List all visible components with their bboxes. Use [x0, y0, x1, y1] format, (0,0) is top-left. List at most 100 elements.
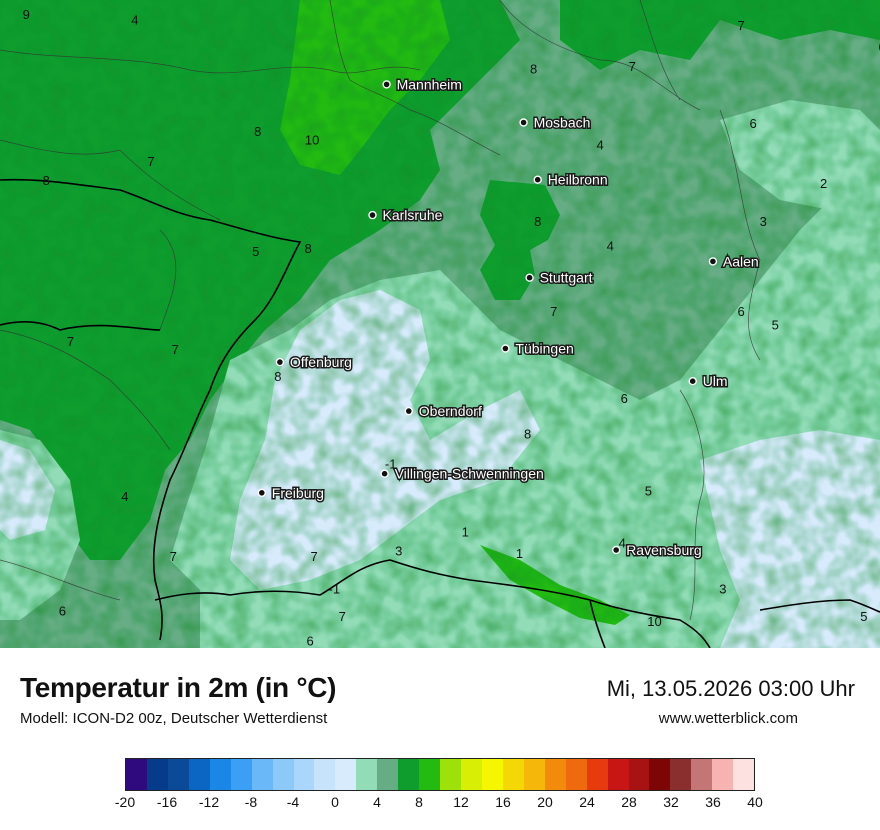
temperature-value-label: 7: [550, 304, 557, 319]
color-legend: [125, 758, 755, 791]
temperature-value-label: 6: [749, 116, 756, 131]
legend-swatch: [670, 759, 692, 790]
legend-swatch: [293, 759, 315, 790]
city-dot: [533, 175, 542, 184]
temperature-value-label: 7: [170, 549, 177, 564]
city-label: Ravensburg: [626, 542, 702, 558]
temperature-value-label: 5: [860, 609, 867, 624]
temperature-value-label: 10: [647, 614, 661, 629]
temperature-value-label: 1: [462, 524, 469, 539]
legend-tick-label: 24: [579, 794, 595, 810]
legend-swatch: [565, 759, 587, 790]
legend-swatch: [628, 759, 650, 790]
temperature-value-label: 7: [310, 549, 317, 564]
temperature-value-label: 6: [878, 40, 880, 55]
legend-swatch: [712, 759, 734, 790]
legend-swatch: [586, 759, 608, 790]
city-markers: Mannheim Mosbach Heilbronn Karlsruhe Aalen St…: [257, 75, 760, 560]
temperature-value-label: 8: [254, 124, 261, 139]
legend-tick-label: 40: [747, 794, 763, 810]
legend-swatch: [335, 759, 357, 790]
legend-swatch: [481, 759, 503, 790]
temperature-value-label: -1: [385, 456, 397, 471]
legend-swatch: [251, 759, 273, 790]
temperature-value-label: 5: [645, 484, 652, 499]
legend-swatch: [146, 759, 168, 790]
legend-swatch: [523, 759, 545, 790]
temperature-value-label: 9: [23, 7, 30, 22]
map-title: Temperatur in 2m (in °C): [20, 672, 337, 703]
temperature-value-label: 2: [820, 176, 827, 191]
legend-tick-label: 12: [453, 794, 469, 810]
temperature-value-label: 1: [516, 546, 523, 561]
website-link[interactable]: www.wetterblick.com: [658, 710, 798, 727]
temperature-value-label: 7: [629, 59, 636, 74]
temperature-value-label: 3: [395, 543, 402, 558]
temperature-value-label: 8: [524, 426, 531, 441]
legend-swatch: [209, 759, 231, 790]
legend-swatch: [126, 759, 147, 790]
temperature-value-label: -1: [329, 582, 341, 597]
state-borders: [0, 178, 880, 648]
city-label: Oberndorf: [419, 403, 482, 419]
temperature-value-label: 7: [737, 18, 744, 33]
legend-tick-label: 4: [373, 794, 381, 810]
city-dot: [404, 406, 413, 416]
legend-tick-label: 20: [537, 794, 553, 810]
city-dot: [612, 545, 621, 555]
temperature-value-label: 8: [534, 214, 541, 229]
legend-swatch: [314, 759, 336, 790]
legend-ticks: -20 -16 -12 -8 -4 0 4 8 12 16 20 24 28 32 36 40: [115, 794, 763, 814]
legend-tick-label: -16: [156, 794, 178, 810]
legend-tick-label: -8: [244, 794, 258, 810]
legend-tick-label: 28: [621, 794, 637, 810]
district-boundaries: [0, 0, 761, 621]
city-label: Mannheim: [397, 76, 462, 92]
temperature-value-label: 7: [339, 609, 346, 624]
city-label: Heilbronn: [548, 172, 608, 188]
legend-swatch: [272, 759, 294, 790]
temperature-value-label: 3: [760, 214, 767, 229]
temperature-value-label: 8: [274, 369, 281, 384]
legend-swatch: [188, 759, 210, 790]
temperature-value-label: 4: [121, 489, 128, 504]
city-dot: [501, 344, 510, 353]
legend-swatch: [440, 759, 461, 790]
legend-swatch: [398, 759, 420, 790]
model-info: Modell: ICON-D2 00z, Deutscher Wetterdie…: [20, 710, 328, 727]
city-dot: [380, 469, 389, 478]
legend-tick-label: 0: [331, 794, 339, 810]
temperature-value-label: 6: [621, 391, 628, 406]
legend-swatch: [607, 759, 629, 790]
temperature-value-label: 5: [252, 244, 259, 259]
city-label: Freiburg: [272, 485, 324, 501]
temperature-value-label: 7: [67, 334, 74, 349]
legend-tick-label: 32: [663, 794, 679, 810]
field-texture: [0, 0, 880, 648]
legend-tick-label: 8: [415, 794, 423, 810]
temperature-value-label: 8: [530, 62, 537, 77]
temperature-value-label: 8: [304, 241, 311, 256]
city-label: Tübingen: [515, 341, 573, 357]
city-label: Offenburg: [290, 354, 352, 370]
legend-tick-label: 36: [705, 794, 721, 810]
city-dot: [275, 357, 285, 367]
city-label: Karlsruhe: [383, 207, 443, 223]
temperature-map: Mannheim Mosbach Heilbronn Karlsruhe Aalen St…: [0, 0, 880, 648]
legend-swatch: [356, 759, 378, 790]
temperature-value-label: 3: [719, 582, 726, 597]
city-dot: [368, 210, 377, 220]
legend-swatch: [691, 759, 713, 790]
city-dot: [257, 488, 266, 497]
legend-swatch: [230, 759, 252, 790]
legend-tick-label: -12: [198, 794, 220, 810]
legend-swatch: [419, 759, 441, 790]
legend-swatch: [649, 759, 671, 790]
city-dot: [688, 377, 697, 386]
legend-tick-label: -20: [114, 794, 136, 810]
temperature-value-label: 5: [772, 317, 779, 332]
legend-swatch: [544, 759, 566, 790]
temperature-value-label: 6: [59, 603, 66, 618]
temperature-labels: 9448776108784623845876577868-154141377-1…: [23, 7, 880, 648]
city-label: Mosbach: [534, 115, 591, 131]
